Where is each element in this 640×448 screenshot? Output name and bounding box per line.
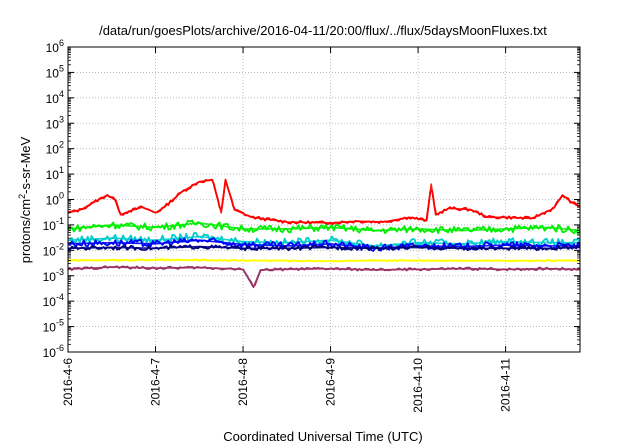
series-trend-7 xyxy=(67,266,581,289)
y-tick-base: 10 xyxy=(43,219,57,233)
x-tick-label: 2016-4-10 xyxy=(411,358,425,413)
y-tick-exp: 0 xyxy=(59,191,64,201)
y-tick-label: 105 xyxy=(46,63,64,80)
y-axis-label-sup: 2 xyxy=(17,194,27,199)
y-tick-label: 106 xyxy=(46,38,64,55)
y-tick-base: 10 xyxy=(46,66,60,80)
y-tick-base: 10 xyxy=(46,143,60,157)
y-ticks: 10-610-510-410-310-210-11001011021031041… xyxy=(43,38,580,360)
y-tick-base: 10 xyxy=(46,41,60,55)
y-tick-label: 10-2 xyxy=(43,241,64,258)
y-tick-exp: -3 xyxy=(56,267,64,277)
x-ticks: 2016-4-6 2016-4-7 2016-4-8 2016-4-9 2016-4-1… xyxy=(61,47,513,413)
y-tick-exp: 5 xyxy=(59,63,64,73)
y-tick-exp: -5 xyxy=(56,318,64,328)
x-axis-label: Coordinated Universal Time (UTC) xyxy=(223,429,422,444)
y-tick-base: 10 xyxy=(46,194,60,208)
y-tick-exp: 2 xyxy=(59,140,64,150)
y-tick-exp: -2 xyxy=(56,241,64,251)
x-tick-label: 2016-4-8 xyxy=(236,358,250,406)
y-tick-base: 10 xyxy=(46,168,60,182)
series-layer xyxy=(67,178,581,289)
y-tick-label: 103 xyxy=(46,114,64,131)
chart-title: /data/run/goesPlots/archive/2016-04-11/2… xyxy=(99,23,547,38)
series-trend-5 xyxy=(67,245,581,250)
x-tick-label: 2016-4-11 xyxy=(499,358,513,412)
y-tick-base: 10 xyxy=(43,244,57,258)
y-tick-label: 10-1 xyxy=(43,216,64,233)
y-tick-exp: 6 xyxy=(59,38,64,48)
y-tick-base: 10 xyxy=(46,92,60,106)
y-tick-exp: -4 xyxy=(56,292,64,302)
y-tick-label: 10-4 xyxy=(43,292,64,309)
x-tick-label: 2016-4-6 xyxy=(61,358,75,406)
y-tick-exp: 4 xyxy=(59,89,64,99)
x-tick-label: 2016-4-7 xyxy=(149,358,163,406)
series-trend-4 xyxy=(67,239,580,250)
y-tick-label: 102 xyxy=(46,140,64,157)
y-tick-base: 10 xyxy=(43,270,57,284)
y-tick-exp: 3 xyxy=(59,114,64,124)
y-tick-base: 10 xyxy=(43,295,57,309)
y-tick-label: 10-6 xyxy=(43,343,64,360)
y-tick-exp: -1 xyxy=(56,216,64,226)
y-axis-label-post: -s-sr-MeV xyxy=(18,136,33,193)
y-axis-label: protons/cm2-s-sr-MeV xyxy=(17,136,33,263)
y-tick-base: 10 xyxy=(43,346,57,360)
y-tick-label: 10-3 xyxy=(43,267,64,284)
y-tick-exp: -6 xyxy=(56,343,64,353)
series-trend-2 xyxy=(67,222,581,232)
y-tick-label: 101 xyxy=(46,165,64,182)
x-tick-label: 2016-4-9 xyxy=(324,358,338,406)
grid-lines xyxy=(68,47,580,352)
y-tick-base: 10 xyxy=(46,117,60,131)
series-trend-1 xyxy=(67,178,581,224)
y-tick-base: 10 xyxy=(43,321,57,335)
y-tick-exp: 1 xyxy=(59,165,64,175)
y-tick-label: 104 xyxy=(46,89,64,106)
y-tick-label: 100 xyxy=(46,191,64,208)
y-tick-label: 10-5 xyxy=(43,318,64,335)
series-trend-6 xyxy=(67,259,581,262)
y-axis-label-pre: protons/cm xyxy=(18,199,33,263)
series-trend-3 xyxy=(67,235,580,247)
